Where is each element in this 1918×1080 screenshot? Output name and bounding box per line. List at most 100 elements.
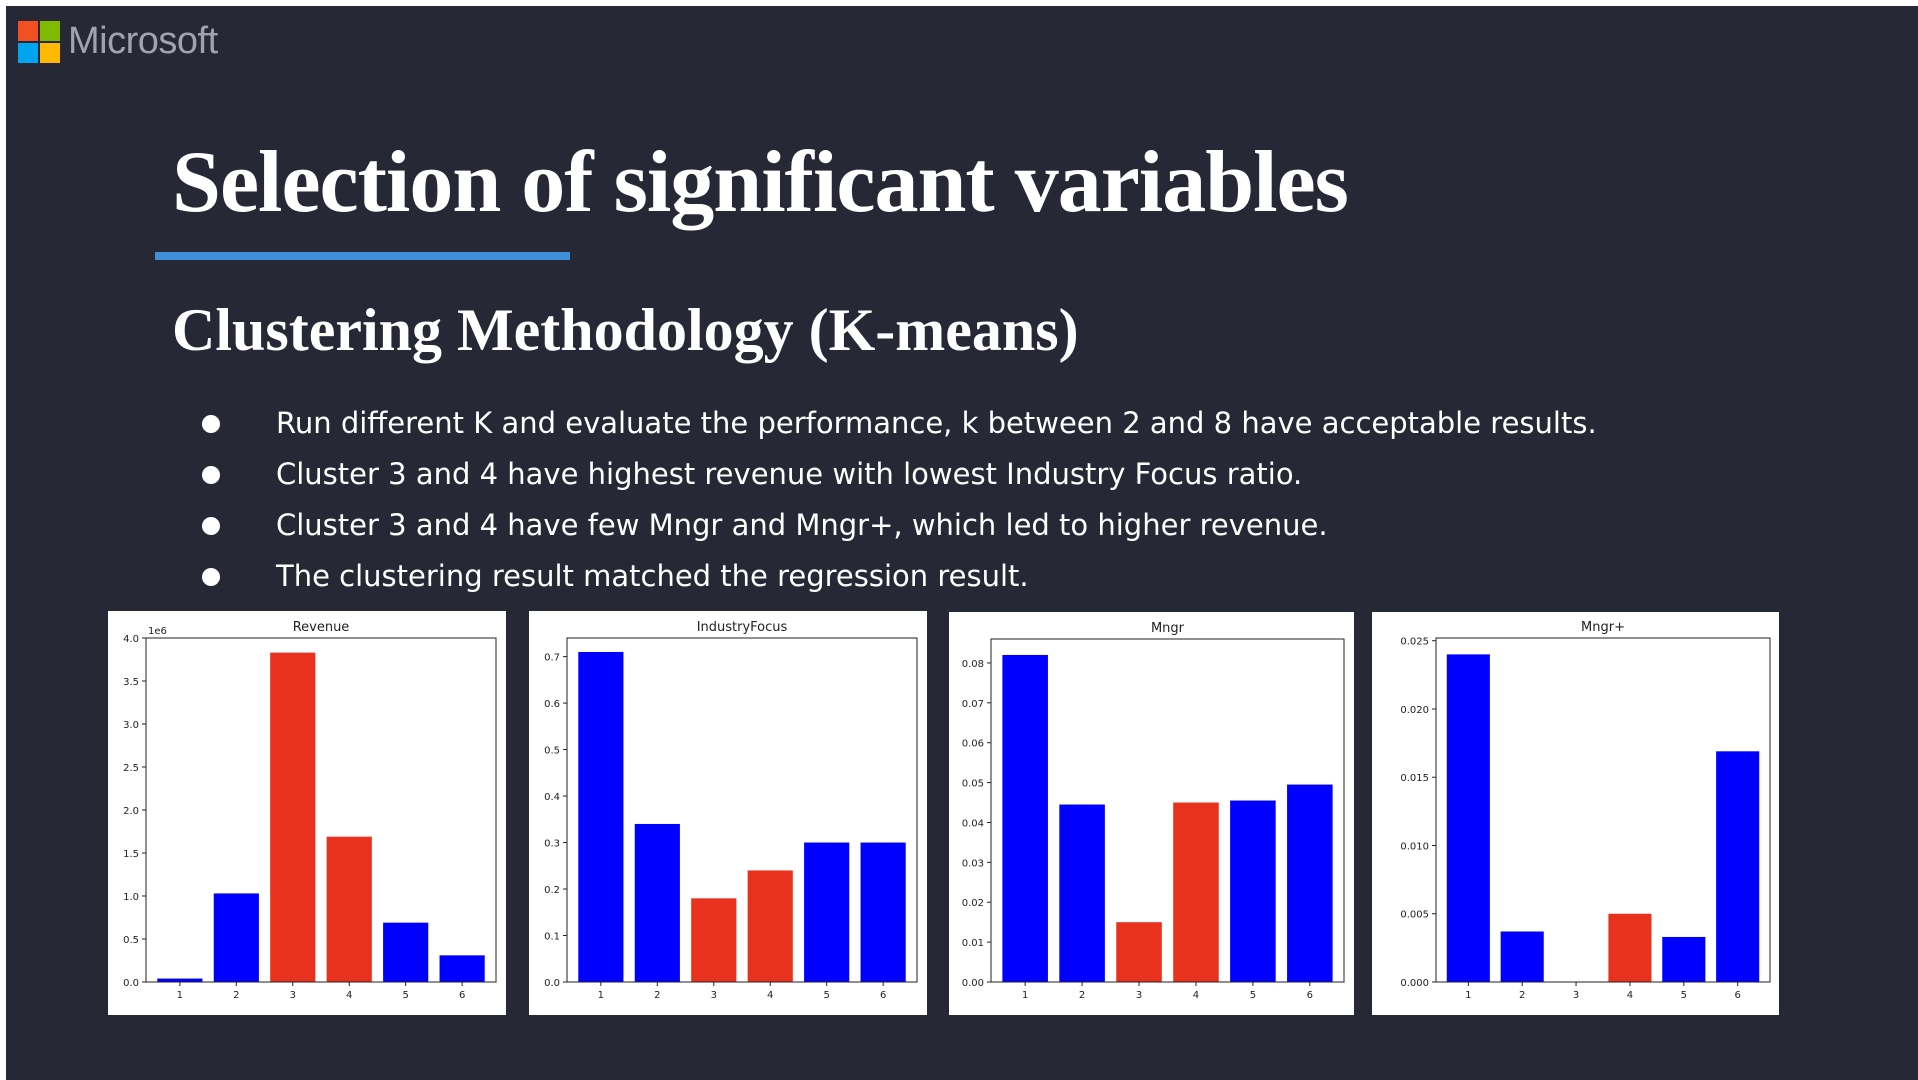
x-tick-label: 3 [1136, 990, 1142, 1001]
bar-cluster-2 [213, 893, 259, 982]
y-tick-label: 0.00 [962, 978, 984, 989]
y-tick-label: 0.015 [1400, 773, 1429, 784]
x-tick-label: 4 [767, 990, 773, 1001]
bullet-item: Cluster 3 and 4 have highest revenue wit… [202, 449, 1597, 500]
bar-cluster-6 [860, 842, 906, 982]
microsoft-logo-icon [18, 20, 60, 63]
bar-cluster-2 [1059, 804, 1105, 982]
bullet-text: Cluster 3 and 4 have few Mngr and Mngr+,… [276, 508, 1328, 542]
y-tick-label: 0.025 [1400, 637, 1429, 648]
axis-offset-text: 1e6 [148, 626, 167, 637]
slide: Microsoft Selection of significant varia… [6, 6, 1918, 1080]
title-underline [155, 252, 570, 260]
x-tick-label: 5 [1250, 990, 1256, 1001]
bullet-dot-icon [202, 568, 220, 586]
chart-title: Mngr [1151, 621, 1185, 636]
bar-cluster-5 [1662, 936, 1706, 982]
y-tick-label: 0.0 [544, 978, 560, 989]
y-tick-label: 2.5 [123, 763, 139, 774]
bullet-text: The clustering result matched the regres… [276, 559, 1029, 593]
x-tick-label: 4 [346, 990, 352, 1001]
y-tick-label: 0.02 [962, 898, 984, 909]
plot-frame [566, 637, 918, 983]
bar-cluster-1 [578, 651, 624, 982]
x-tick-label: 1 [177, 990, 183, 1001]
plot-frame [145, 637, 497, 983]
bar-cluster-6 [1287, 784, 1333, 982]
y-tick-label: 0.3 [544, 839, 560, 850]
y-tick-label: 0.2 [544, 885, 560, 896]
y-tick-label: 0.01 [962, 938, 984, 949]
y-tick-label: 0.6 [544, 699, 560, 710]
plot-frame [990, 638, 1345, 983]
slide-title: Selection of significant variables [172, 134, 1349, 231]
chart-title: Revenue [293, 620, 350, 635]
bullet-dot-icon [202, 517, 220, 535]
y-tick-label: 0.020 [1400, 705, 1429, 716]
x-tick-label: 2 [1519, 990, 1525, 1001]
bullet-text: Cluster 3 and 4 have highest revenue wit… [276, 457, 1303, 491]
bar-cluster-1 [1002, 654, 1048, 982]
bullet-dot-icon [202, 415, 220, 433]
y-tick-label: 0.06 [962, 739, 984, 750]
x-tick-label: 1 [598, 990, 604, 1001]
y-tick-label: 4.0 [123, 634, 139, 645]
industryfocus-chart: IndustryFocus 0.0 0.1 0.2 0.3 0.4 0.5 0.6 0.7 1 2 3… [529, 611, 927, 1015]
y-tick-label: 0.005 [1400, 910, 1429, 921]
bullet-item: Run different K and evaluate the perform… [202, 398, 1597, 449]
x-tick-label: 2 [233, 990, 239, 1001]
y-tick-label: 1.5 [123, 849, 139, 860]
x-tick-label: 5 [402, 990, 408, 1001]
bar-cluster-6 [1716, 751, 1760, 982]
y-tick-label: 0.05 [962, 779, 984, 790]
y-tick-label: 0.5 [123, 935, 139, 946]
bar-cluster-2 [634, 823, 680, 982]
bar-cluster-4 [747, 870, 793, 982]
y-tick-label: 0.7 [544, 653, 560, 664]
x-tick-label: 3 [711, 990, 717, 1001]
plot-frame [1435, 637, 1771, 983]
x-tick-label: 1 [1465, 990, 1471, 1001]
mngr-chart: Mngr 0.00 0.01 0.02 0.03 0.04 0.05 0.06 0.07 0.08… [949, 612, 1354, 1015]
y-tick-label: 0.08 [962, 659, 984, 670]
y-tick-label: 0.03 [962, 858, 984, 869]
bar-cluster-1 [157, 978, 203, 982]
bar-cluster-2 [1500, 931, 1544, 982]
bar-cluster-4 [326, 836, 372, 982]
mngr-chart-svg: Mngr 0.00 0.01 0.02 0.03 0.04 0.05 0.06 0.07 0.08… [962, 621, 1345, 1001]
bar-cluster-5 [1230, 800, 1276, 982]
revenue-chart: Revenue 1e6 0.0 0.5 1.0 1.5 2.0 2.5 3.0 3.5 4.0 1 2 3… [108, 611, 506, 1015]
bullet-list: Run different K and evaluate the perform… [202, 398, 1597, 602]
y-tick-label: 0.07 [962, 699, 984, 710]
x-tick-label: 4 [1627, 990, 1633, 1001]
bullet-item: The clustering result matched the regres… [202, 551, 1597, 602]
mngr-plus-chart-svg: Mngr+ 0.000 0.005 0.010 0.015 0.020 0.025 1 2 3 4 5… [1400, 620, 1771, 1001]
x-tick-label: 6 [1734, 990, 1740, 1001]
x-tick-label: 5 [1681, 990, 1687, 1001]
x-tick-label: 6 [880, 990, 886, 1001]
y-tick-label: 0.0 [123, 978, 139, 989]
y-tick-label: 0.5 [544, 746, 560, 757]
bar-cluster-4 [1173, 802, 1219, 982]
mngr-plus-chart: Mngr+ 0.000 0.005 0.010 0.015 0.020 0.025 1 2 3 4 5… [1372, 612, 1779, 1015]
bullet-dot-icon [202, 466, 220, 484]
x-tick-label: 2 [654, 990, 660, 1001]
bar-cluster-5 [383, 922, 429, 982]
x-tick-label: 1 [1022, 990, 1028, 1001]
chart-title: IndustryFocus [697, 620, 788, 635]
logo-text: Microsoft [68, 20, 218, 62]
y-tick-label: 0.1 [544, 932, 560, 943]
bullet-item: Cluster 3 and 4 have few Mngr and Mngr+,… [202, 500, 1597, 551]
bar-cluster-4 [1608, 913, 1652, 982]
y-tick-label: 0.010 [1400, 841, 1429, 852]
bar-cluster-1 [1446, 654, 1490, 982]
y-tick-label: 0.4 [544, 792, 560, 803]
bar-cluster-6 [439, 955, 485, 982]
chart-title: Mngr+ [1581, 620, 1625, 635]
bar-cluster-3 [1116, 922, 1162, 982]
x-tick-label: 5 [823, 990, 829, 1001]
x-tick-label: 3 [1573, 990, 1579, 1001]
industryfocus-chart-svg: IndustryFocus 0.0 0.1 0.2 0.3 0.4 0.5 0.6 0.7 1 2 3… [544, 620, 918, 1001]
y-tick-label: 0.04 [962, 818, 984, 829]
x-tick-label: 6 [1307, 990, 1313, 1001]
